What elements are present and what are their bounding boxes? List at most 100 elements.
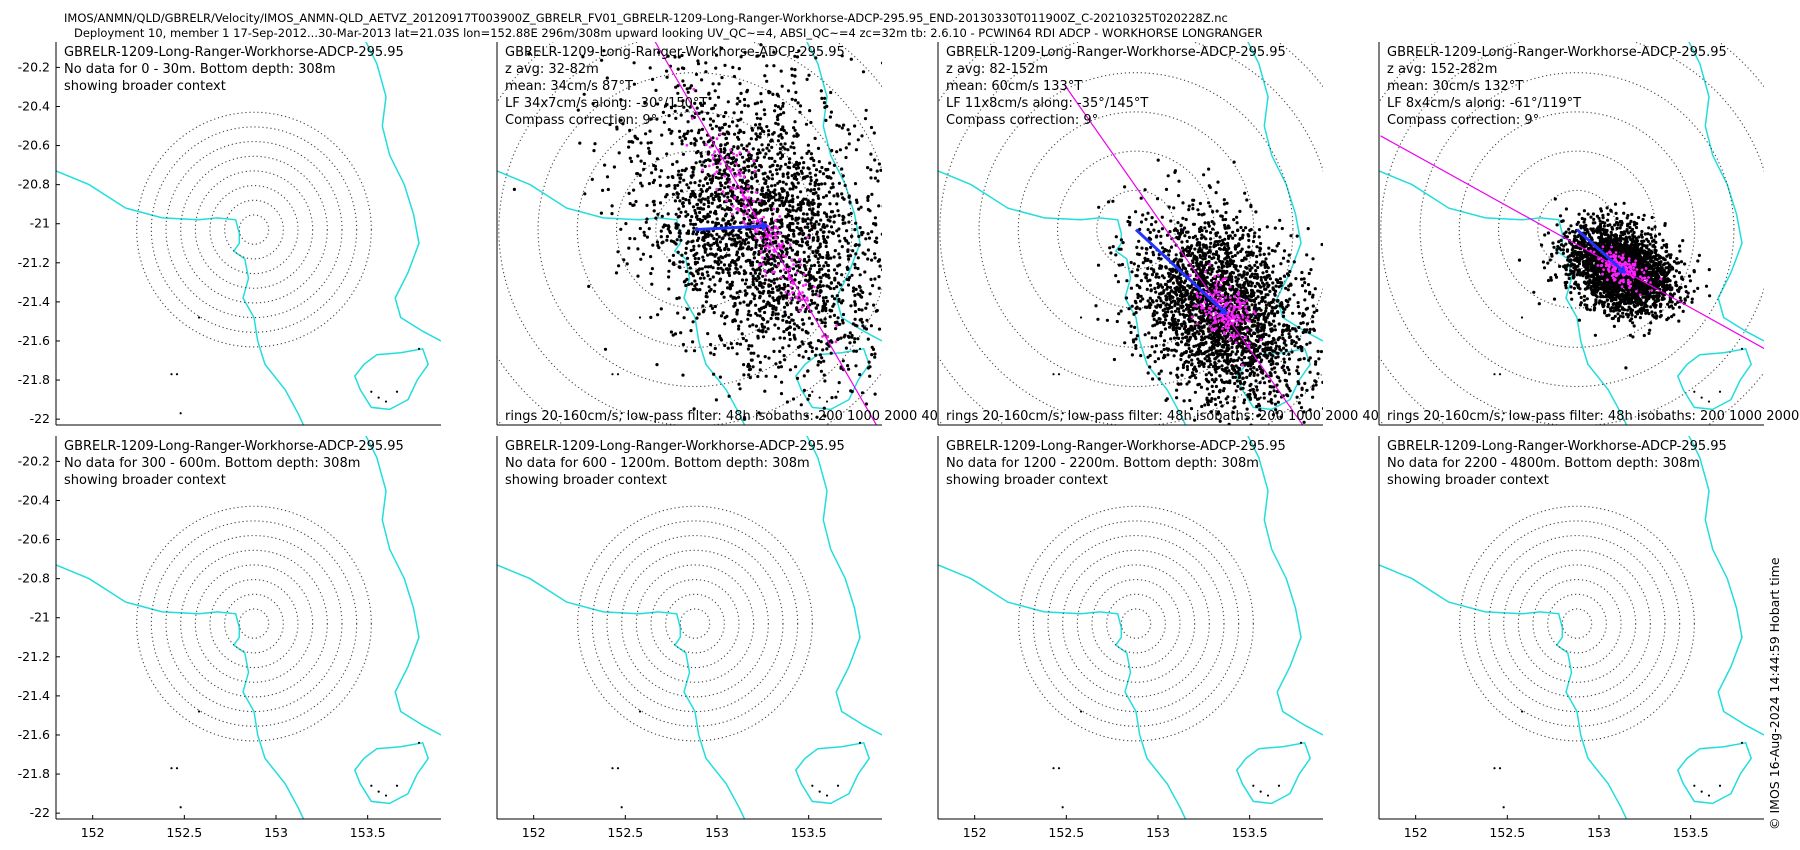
scatter-point: [681, 224, 685, 228]
scatter-point: [857, 207, 861, 211]
scatter-point: [1256, 373, 1260, 377]
scatter-point: [901, 292, 904, 295]
scatter-point: [739, 320, 743, 324]
scatter-point: [1372, 469, 1375, 472]
scatter-point: [766, 291, 771, 295]
scatter-point: [724, 136, 729, 140]
scatter-point: [815, 347, 819, 351]
scatter-point: [576, 108, 580, 112]
scatter-point: [1146, 211, 1150, 215]
scatter-point: [755, 287, 760, 291]
scatter-point: [727, 124, 731, 128]
scatter-point: [1229, 352, 1233, 356]
plot-area: [497, 42, 973, 425]
scatter-point: [721, 218, 725, 222]
scatter-point: [1181, 336, 1185, 340]
scatter-point: [742, 186, 747, 191]
scatter-point: [1249, 314, 1253, 318]
scatter-point: [738, 178, 742, 182]
scatter-point: [887, 377, 890, 380]
scatter-point: [791, 208, 796, 212]
scatter-point: [726, 206, 730, 210]
scatter-point: [1219, 348, 1223, 353]
scatter-point: [1190, 291, 1194, 295]
scatter-point: [711, 119, 716, 123]
lowpass-point: [753, 169, 757, 173]
scatter-point: [1275, 411, 1279, 415]
scatter-point: [644, 220, 648, 224]
scatter-point: [1245, 288, 1249, 293]
scatter-point: [715, 232, 719, 236]
scatter-point: [1162, 289, 1166, 293]
scatter-point: [655, 157, 660, 161]
scatter-point: [1291, 311, 1295, 315]
scatter-point: [1307, 358, 1311, 362]
scatter-point: [1239, 341, 1243, 345]
scatter-point: [849, 211, 853, 215]
scatter-point: [678, 199, 682, 203]
scatter-point: [1232, 218, 1236, 222]
scatter-point: [1230, 345, 1234, 349]
scatter-point: [581, 55, 585, 59]
scatter-point: [1289, 234, 1293, 238]
scatter-point: [678, 229, 682, 233]
scatter-point: [817, 160, 821, 164]
scatter-point: [817, 264, 822, 268]
scatter-point: [846, 128, 850, 132]
scatter-point: [685, 183, 689, 187]
scatter-point: [864, 108, 868, 112]
scatter-point: [872, 131, 876, 135]
scatter-point: [749, 137, 753, 141]
scatter-point: [805, 212, 809, 216]
scatter-point: [788, 187, 792, 191]
scatter-point: [658, 175, 662, 179]
scatter-point: [781, 318, 785, 322]
scatter-point: [853, 310, 858, 314]
scatter-point: [826, 218, 830, 222]
scatter-point: [737, 255, 741, 260]
scatter-point: [892, 107, 895, 110]
scatter-point: [782, 330, 786, 334]
scatter-point: [1202, 235, 1206, 239]
scatter-point: [736, 146, 740, 150]
scatter-point: [1280, 226, 1284, 231]
scatter-point: [766, 207, 770, 211]
scatter-point: [1223, 237, 1227, 241]
scatter-point: [1126, 219, 1130, 224]
scatter-point: [854, 364, 858, 368]
scatter-point: [1198, 229, 1202, 234]
lowpass-point: [764, 240, 767, 243]
scatter-point: [750, 235, 754, 239]
scatter-point: [789, 312, 793, 317]
panel-info-line: showing broader context: [64, 79, 226, 94]
scatter-point: [636, 274, 640, 278]
scatter-point: [818, 170, 822, 174]
scatter-point: [869, 125, 874, 130]
scatter-point: [1248, 388, 1252, 392]
scatter-point: [706, 220, 710, 224]
scatter-point: [1157, 372, 1161, 376]
scatter-point: [1222, 359, 1226, 363]
scatter-point: [864, 306, 868, 310]
scatter-point: [817, 222, 821, 226]
scatter-point: [1228, 234, 1232, 238]
scatter-point: [767, 149, 771, 153]
scatter-point: [970, 309, 973, 312]
scatter-point: [1300, 349, 1304, 353]
scatter-point: [1203, 403, 1207, 407]
scatter-point: [738, 99, 742, 103]
scatter-point: [1197, 267, 1201, 271]
scatter-point: [784, 240, 789, 244]
scatter-point: [869, 176, 873, 180]
lowpass-point: [777, 242, 781, 246]
scatter-point: [627, 246, 631, 250]
velocity-ring-80: [194, 170, 314, 289]
scatter-point: [894, 342, 897, 345]
scatter-point: [1244, 276, 1248, 281]
scatter-point: [808, 182, 812, 186]
scatter-point: [746, 317, 750, 321]
scatter-point: [733, 220, 737, 224]
scatter-point: [719, 176, 724, 180]
scatter-point: [758, 132, 762, 136]
scatter-point: [1328, 375, 1331, 378]
